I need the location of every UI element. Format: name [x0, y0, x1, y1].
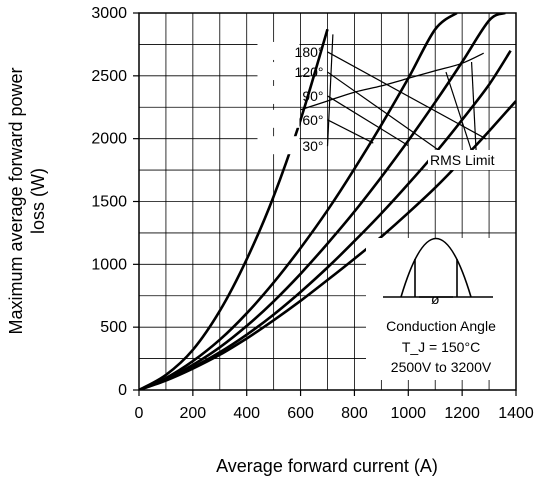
angle-label-background: [257, 41, 300, 60]
x-tick-label: 400: [233, 405, 260, 422]
series-curve-2: [139, 50, 512, 390]
angle-label: 120°: [295, 64, 324, 80]
angle-label-background: [257, 136, 300, 155]
inset-line-3: 2500V to 3200V: [391, 359, 492, 375]
angle-leader-line: [327, 51, 487, 140]
inset-line-1: Conduction Angle: [386, 318, 496, 334]
rms-limit-line: [300, 52, 484, 111]
x-tick-label: 0: [135, 405, 144, 422]
x-tick-label: 200: [180, 405, 207, 422]
angle-leader-line: [326, 34, 334, 147]
rms-leader-line: [470, 61, 478, 168]
rms-limit-label: RMS Limit: [430, 152, 495, 168]
x-tick-label: 1000: [390, 405, 426, 422]
series-curve-3: [139, 13, 506, 390]
angle-leader-line: [327, 95, 409, 147]
y-axis-title-line-1: Maximum average forward power: [6, 67, 26, 334]
angle-label: 180°: [295, 44, 324, 60]
series-curve-5: [139, 28, 329, 390]
angle-label-background: [257, 62, 300, 81]
x-tick-label: 1400: [498, 405, 534, 422]
angle-leader-line: [327, 119, 374, 144]
x-tick-label: 1200: [444, 405, 480, 422]
angle-label: 90°: [302, 88, 323, 104]
conduction-angle-symbol: ø: [431, 291, 440, 307]
y-tick-label: 0: [118, 382, 127, 399]
y-axis-title-line-2: loss (W): [28, 168, 48, 234]
y-tick-label: 500: [100, 319, 127, 336]
x-axis-title: Average forward current (A): [216, 456, 438, 476]
conduction-waveform-icon: [383, 237, 493, 298]
angle-leader-line: [327, 71, 441, 152]
y-tick-label: 2500: [91, 68, 127, 85]
inset-line-2: T_J = 150°C: [402, 339, 480, 355]
y-tick-label: 1500: [91, 194, 127, 211]
y-tick-label: 2000: [91, 131, 127, 148]
tick-labels: 0 200 400 600 800 1000 1200 1400 0 500 1000 1500 200…: [91, 5, 533, 422]
y-tick-label: 1000: [91, 256, 127, 273]
angle-label: 60°: [302, 112, 323, 128]
angle-annotations: 180° 120° 90° 60° 30°: [257, 34, 487, 168]
rms-label-background: [428, 150, 516, 170]
y-tick-label: 3000: [91, 5, 127, 22]
angle-label-background: [257, 109, 300, 128]
angle-label: 30°: [302, 138, 323, 154]
angle-label-background: [257, 85, 300, 104]
x-tick-label: 600: [287, 405, 314, 422]
x-tick-label: 800: [341, 405, 368, 422]
inset-background: [366, 238, 516, 380]
